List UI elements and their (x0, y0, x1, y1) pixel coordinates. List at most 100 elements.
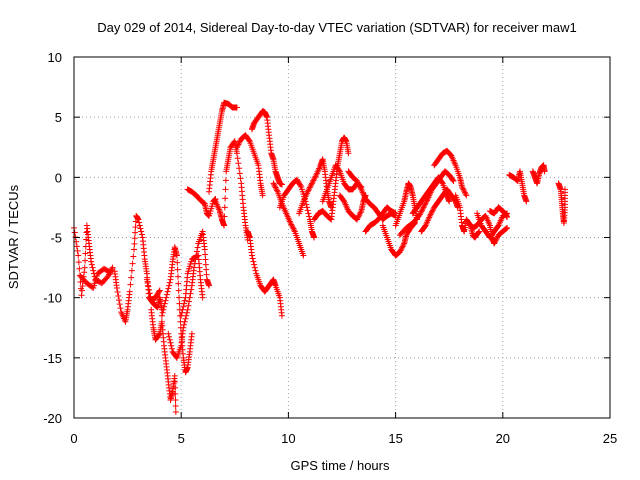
data-point (222, 177, 229, 184)
data-point (136, 219, 143, 226)
data-point (76, 265, 83, 272)
data-point (271, 183, 278, 190)
data-point (114, 289, 121, 296)
data-point (79, 287, 86, 294)
data-point (357, 184, 364, 191)
data-point (172, 390, 179, 397)
data-point (308, 181, 315, 188)
data-point (203, 271, 210, 278)
data-point (397, 247, 404, 254)
data-point (182, 315, 189, 322)
data-point (81, 264, 88, 271)
data-point (290, 225, 297, 232)
data-point (75, 259, 82, 266)
data-point (419, 205, 426, 212)
data-point (132, 229, 139, 236)
data-point (181, 297, 188, 304)
data-point (278, 181, 285, 188)
x-tick-label: 10 (281, 431, 295, 446)
data-point (461, 189, 468, 196)
data-point (417, 210, 424, 217)
data-point (303, 201, 310, 208)
data-point (396, 248, 403, 255)
data-point (73, 243, 80, 250)
data-point (561, 186, 568, 193)
data-point (138, 228, 145, 235)
data-point (446, 198, 453, 205)
data-point (463, 192, 470, 199)
y-axis-ticks: -20 -15 -10 -5 0 5 10 (43, 50, 62, 426)
data-point (400, 241, 407, 248)
data-point (250, 258, 257, 265)
data-point (475, 229, 482, 236)
data-point (311, 174, 318, 181)
data-point (356, 212, 363, 219)
data-point (354, 216, 361, 223)
data-point (221, 204, 228, 211)
data-point (153, 303, 160, 310)
series-track-22 (362, 204, 399, 235)
data-point (158, 312, 165, 319)
data-point (462, 190, 469, 197)
data-point (156, 288, 163, 295)
data-point (181, 321, 188, 328)
data-point (249, 255, 256, 262)
data-point (357, 209, 364, 216)
data-point (307, 183, 314, 190)
data-point (166, 336, 173, 343)
data-point (427, 211, 434, 218)
data-point (146, 290, 153, 297)
series-track-5 (148, 306, 179, 415)
data-point (194, 253, 201, 260)
data-point (172, 402, 179, 409)
data-point (106, 268, 113, 275)
data-point (136, 222, 143, 229)
series-track-4 (143, 276, 163, 304)
series-track-11 (212, 138, 251, 243)
data-point (188, 286, 195, 293)
data-point (503, 225, 510, 232)
data-point (163, 291, 170, 298)
data-point (491, 239, 498, 246)
data-point (166, 282, 173, 289)
data-point (234, 142, 241, 149)
data-point (199, 294, 206, 301)
grid-layer (74, 57, 610, 418)
data-point (423, 198, 430, 205)
data-point (426, 212, 433, 219)
data-point (131, 240, 138, 247)
x-axis-ticks: 0 5 10 15 20 25 (70, 431, 617, 446)
data-point (494, 223, 501, 230)
data-point (88, 261, 95, 268)
data-point (273, 185, 280, 192)
chart-title: Day 029 of 2014, Sidereal Day-to-day VTE… (97, 20, 577, 35)
data-point (305, 210, 312, 217)
data-point (491, 240, 498, 247)
data-point (173, 252, 180, 259)
y-tick-label: 10 (48, 50, 62, 65)
data-point (306, 184, 313, 191)
series-track-33 (506, 168, 530, 205)
data-point (74, 247, 81, 254)
data-point (492, 237, 499, 244)
data-point (167, 339, 174, 346)
data-point (79, 283, 86, 290)
data-point (421, 203, 428, 210)
y-tick-label: -15 (43, 351, 62, 366)
data-point (174, 273, 181, 280)
data-point (166, 333, 173, 340)
data-point (421, 201, 428, 208)
data-point (180, 303, 187, 310)
data-points (71, 99, 568, 415)
data-point (449, 176, 456, 183)
series-track-17 (296, 156, 335, 217)
data-point (416, 212, 423, 219)
data-point (174, 259, 181, 266)
data-point (174, 266, 181, 273)
data-point (504, 224, 511, 231)
data-point (356, 183, 363, 190)
series-track-12 (233, 132, 266, 199)
data-point (145, 283, 152, 290)
data-point (131, 235, 138, 242)
data-point (270, 180, 277, 187)
